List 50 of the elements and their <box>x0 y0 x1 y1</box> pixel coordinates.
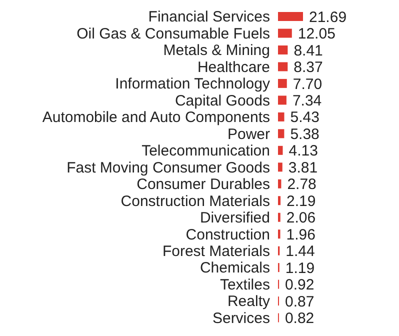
y-tick-label: Forest Materials <box>162 243 270 260</box>
y-tick-label: Realty <box>227 293 270 310</box>
data-label: 3.81 <box>288 159 318 176</box>
y-tick-label: Fast Moving Consumer Goods <box>66 159 270 176</box>
bar <box>278 162 282 172</box>
data-label: 5.43 <box>290 109 320 126</box>
y-tick-label: Oil Gas & Consumable Fuels <box>76 25 270 42</box>
y-tick-label: Construction Materials <box>120 192 270 210</box>
data-label: 1.44 <box>286 243 315 260</box>
y-tick-label: Chemicals <box>200 260 270 277</box>
y-tick-label: Metals & Mining <box>163 42 270 60</box>
data-label: 0.87 <box>285 293 314 310</box>
data-label: 1.19 <box>285 260 315 277</box>
y-tick-label: Consumer Durables <box>136 176 270 194</box>
y-tick-label: Construction <box>186 226 270 244</box>
data-label: 4.13 <box>288 142 318 160</box>
data-label: 1.96 <box>286 226 316 244</box>
y-tick-label: Textiles <box>220 276 270 294</box>
y-tick-label: Services <box>212 310 270 327</box>
data-label: 21.69 <box>309 8 347 26</box>
data-label: 8.41 <box>294 42 323 60</box>
bar <box>278 146 283 155</box>
y-tick-label: Diversified <box>200 210 270 227</box>
bar <box>278 78 287 88</box>
data-label: 2.19 <box>286 192 316 210</box>
data-label: 7.70 <box>292 76 322 93</box>
bar <box>278 179 282 188</box>
bar <box>278 28 292 38</box>
bar <box>278 196 281 206</box>
data-label: 12.05 <box>298 26 336 43</box>
y-tick-label: Financial Services <box>148 8 270 26</box>
y-tick-label: Telecommunication <box>142 142 270 160</box>
bar <box>278 12 303 21</box>
bar <box>278 129 284 138</box>
data-label: 7.34 <box>292 92 322 110</box>
bar <box>278 45 288 54</box>
y-tick-label: Power <box>227 126 270 143</box>
data-label: 0.92 <box>285 276 314 294</box>
y-tick-label: Healthcare <box>197 58 270 76</box>
bar <box>278 112 284 122</box>
data-label: 0.82 <box>284 310 314 328</box>
data-label: 5.38 <box>290 126 320 143</box>
y-tick-label: Information Technology <box>115 76 270 93</box>
data-label: 2.06 <box>286 210 316 227</box>
bar <box>278 62 288 72</box>
data-label: 2.78 <box>287 176 316 194</box>
y-tick-label: Capital Goods <box>174 92 270 110</box>
bar <box>278 96 286 105</box>
y-tick-label: Automobile and Auto Components <box>42 109 270 126</box>
data-label: 8.37 <box>294 59 323 76</box>
